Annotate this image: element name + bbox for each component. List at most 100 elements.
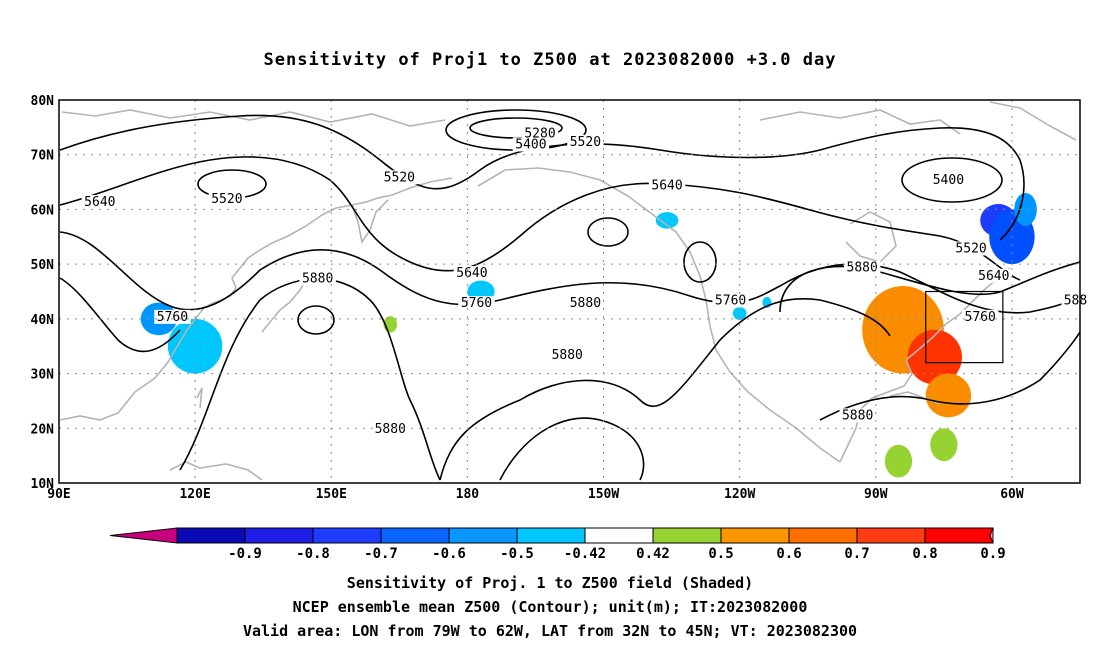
contour-label: 5880 [552,348,583,363]
contour-label-bg [975,268,1012,283]
colorbar-box [584,527,654,544]
lat-tick-label: 60N [31,203,55,218]
lon-tick-label: 60W [1000,487,1024,502]
contour-label: 5760 [715,293,746,308]
colorbar-tick-label: -0.9 [228,546,262,562]
contour-5760-main [59,231,1080,314]
lon-tick-label: 150W [588,487,619,502]
contour-5520-main [59,114,1025,241]
contour-label-bg [299,271,336,286]
contour-label: 5520 [384,170,415,185]
contour-label-bg [458,296,495,311]
lat-tick-label: 70N [31,149,55,164]
contour-label: 5760 [461,296,492,311]
contour-label-bg [81,194,119,209]
coast-hudson [845,211,897,263]
contour-label-bg [512,137,550,152]
colorbar-box [788,527,858,544]
contour-5400-canada [901,157,1003,203]
contour-label: 588 [1064,293,1087,308]
shading-patch [167,318,223,374]
coast-arctic-islands [759,109,961,135]
contour-label-bg [381,170,418,185]
coast-taiwan [196,387,203,409]
contour-label-bg [1061,293,1090,308]
coast-japan [261,279,307,333]
colorbar-tick-label: -0.5 [500,546,534,562]
lat-tick-label: 80N [31,94,55,109]
colorbar-tick-label: 0.5 [708,546,733,562]
colorbar-box [720,527,790,544]
contour-label-bg [961,309,999,324]
lon-tick-label: 120W [724,487,755,502]
contour-5880-circle [297,305,335,335]
contour-label-bg [839,408,876,423]
coast-na-west [715,349,841,463]
colorbar-tick-label: 0.8 [912,546,937,562]
contour-small-low-2 [683,241,717,283]
contour-label: 5880 [375,422,406,437]
z500-contours [59,109,1080,481]
colorbar-box [380,527,450,544]
contour-label-bg [567,134,604,149]
colorbar: -0.9 -0.8 -0.7 -0.6 -0.5 -0.42 0.42 0.5 0.6 0.7 0.… [109,527,1006,562]
coast-siberia [61,109,446,127]
lat-tick-label: 30N [31,368,55,383]
shading-patch [732,306,747,320]
shading-patch [907,329,963,385]
colorbar-box [448,527,518,544]
contour-label-bg [521,126,559,141]
colorbar-box [176,527,246,544]
contour-label: 5880 [570,296,601,311]
colorbar-box [244,527,314,544]
colorbar-tick-label: -0.7 [364,546,398,562]
colorbar-box [516,527,586,544]
lon-tick-label: 150E [316,487,347,502]
coast-kamchatka [351,199,389,245]
coast-greenland [989,101,1077,141]
shading-patch [884,444,913,478]
lat-tick-label: 50N [31,258,55,273]
contour-label: 5640 [651,179,682,194]
contour-label-bg [453,266,491,281]
contour-label-bg [208,192,246,207]
map-frame [58,99,1081,484]
contour-5880-subtrop [439,297,891,481]
colorbar-tick-label: -0.8 [296,546,330,562]
contour-5880-main [179,278,441,481]
colorbar-tick-label: -0.42 [564,546,606,562]
caption-line-1: Sensitivity of Proj. 1 to Z500 field (Sh… [346,574,754,592]
valid-area-box [925,290,1004,364]
contour-label-bg [648,178,686,193]
contour-label-bg [154,309,191,324]
colorbar-box [652,527,722,544]
contour-label: 5760 [157,310,188,325]
contour-label-bg [567,296,604,311]
lat-tick-label: 20N [31,422,55,437]
coast-gulf [839,359,913,463]
coast-na-east [905,267,1011,361]
contour-label: 5640 [456,266,487,281]
contour-small-low [587,217,629,247]
lon-tick-label: 90W [864,487,888,502]
colorbar-left-arrow [109,527,178,544]
shading-patch [1014,193,1037,226]
contour-label: 5880 [847,261,878,276]
contour-label: 5400 [515,138,546,153]
lon-tick-label: 180 [456,487,480,502]
coast-asia [59,177,453,421]
lat-tick-label: 40N [31,313,55,328]
colorbar-box [924,527,994,544]
shading-patch [925,373,972,418]
contour-label-bg [372,422,409,437]
figure-title: Sensitivity of Proj1 to Z500 at 20230820… [263,50,837,70]
colorbar-right-arrow [989,527,994,544]
contour-5880-high [779,261,1080,313]
coastlines [59,101,1077,481]
contour-5880-pac-south [499,417,645,481]
colorbar-tick-label: 0.7 [844,546,869,562]
contour-label: 5520 [955,241,986,256]
contour-5760-west [59,277,181,353]
shading-patch [655,212,679,229]
